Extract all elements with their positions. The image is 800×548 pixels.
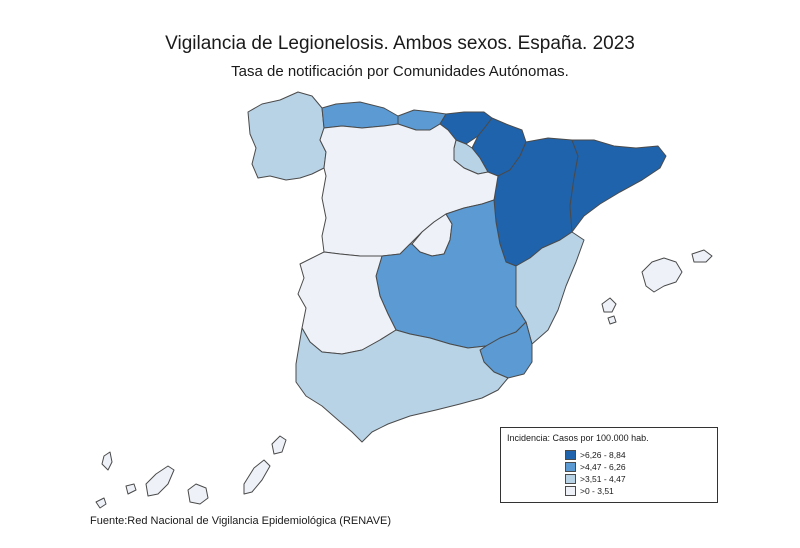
legend-label: >4,47 - 6,26	[580, 461, 626, 472]
region-islas-canarias	[95, 435, 287, 509]
region-islas-baleares	[601, 249, 713, 325]
lanzarote-island	[271, 435, 287, 455]
ibiza-island	[601, 297, 617, 313]
region-andalucia	[295, 327, 509, 443]
formentera-island	[607, 315, 617, 325]
region-cataluna	[569, 139, 667, 233]
mallorca-island	[641, 257, 683, 293]
source-note: Fuente:Red Nacional de Vigilancia Epidem…	[90, 515, 392, 527]
fuerteventura-island	[243, 459, 271, 495]
la-gomera-island	[125, 483, 137, 495]
legend-label: >0 - 3,51	[580, 485, 614, 496]
tenerife-island	[145, 465, 175, 497]
legend-label: >3,51 - 4,47	[580, 473, 626, 484]
legend-swatch	[565, 461, 576, 472]
legend-title: Incidencia: Casos por 100.000 hab.	[507, 433, 649, 443]
map-subtitle: Tasa de notificación por Comunidades Aut…	[231, 63, 569, 80]
map-legend: Incidencia: Casos por 100.000 hab. >6,26…	[500, 427, 718, 503]
map-title: Vigilancia de Legionelosis. Ambos sexos.…	[165, 33, 635, 54]
region-galicia	[247, 91, 327, 181]
el-hierro-island	[95, 497, 107, 509]
legend-swatch	[565, 485, 576, 496]
menorca-island	[691, 249, 713, 263]
legend-item-class-4: >0 - 3,51	[565, 485, 614, 496]
legend-item-class-2: >4,47 - 6,26	[565, 461, 626, 472]
legend-item-class-3: >3,51 - 4,47	[565, 473, 626, 484]
gran-canaria-island	[187, 483, 209, 505]
region-asturias	[321, 101, 399, 129]
legend-item-class-1: >6,26 - 8,84	[565, 449, 626, 460]
la-palma-island	[101, 451, 113, 471]
legend-swatch	[565, 449, 576, 460]
legend-label: >6,26 - 8,84	[580, 449, 626, 460]
legend-swatch	[565, 473, 576, 484]
